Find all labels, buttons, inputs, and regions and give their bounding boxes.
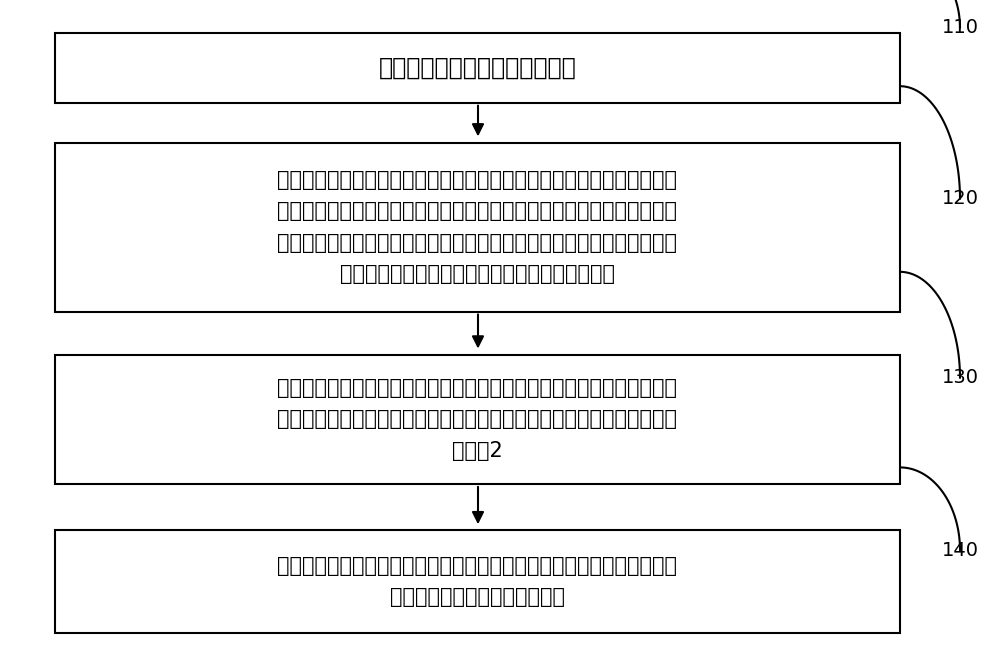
Text: 110: 110 xyxy=(942,19,978,37)
Text: 140: 140 xyxy=(942,541,978,560)
FancyBboxPatch shape xyxy=(55,530,900,633)
Text: 130: 130 xyxy=(942,369,978,387)
FancyBboxPatch shape xyxy=(55,143,900,312)
Text: 基于所述实际场景元素查询交路场景数据库确定待测线路所属交路场景对
应的模版位置场景，其中，所述交路场景数据库包括预先存储的测试用例
与模版位置场景的对应关系，所: 基于所述实际场景元素查询交路场景数据库确定待测线路所属交路场景对 应的模版位置场… xyxy=(278,170,678,284)
Text: 基于预设去重规则处理各所述实际位置场景包含的测试用例确定各所述实
际位置场景需要测试的测试用例: 基于预设去重规则处理各所述实际位置场景包含的测试用例确定各所述实 际位置场景需要… xyxy=(278,556,678,607)
FancyBboxPatch shape xyxy=(55,33,900,103)
Text: 提取待测业务服务的最前端服务: 提取待测业务服务的最前端服务 xyxy=(379,56,576,80)
FancyBboxPatch shape xyxy=(55,355,900,484)
Text: 120: 120 xyxy=(942,190,978,208)
Text: 基于所述待测线路的位置属性和所述待测线路所属交路场景对应的模版位
置场景确定所述待测线路包含的实际位置场景，所述实际位置场景的个数
不小于2: 基于所述待测线路的位置属性和所述待测线路所属交路场景对应的模版位 置场景确定所述… xyxy=(278,378,678,461)
